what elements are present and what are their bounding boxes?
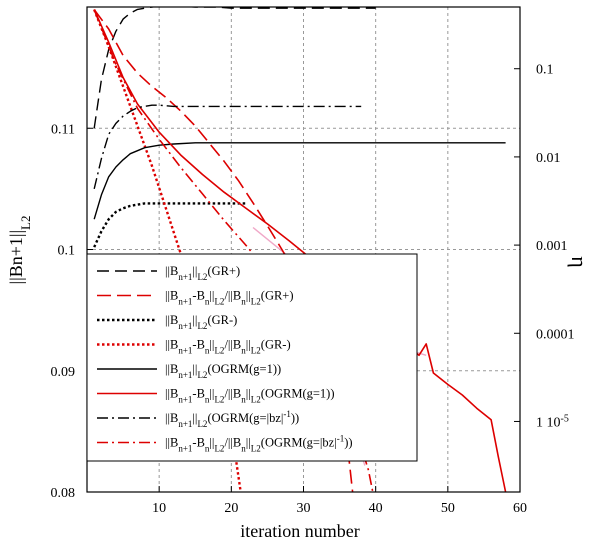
series-line-2 [93, 202, 246, 248]
x-tick-label: 10 [152, 501, 166, 516]
y-right-tick-label: 0.1 [536, 63, 554, 78]
y-right-tick-label: 0.01 [536, 151, 561, 166]
legend-entry: ||Bn+1-Bn||L2/||Bn||L2(GR+) [165, 289, 294, 307]
x-axis-label: iteration number [240, 521, 359, 541]
x-tick-label: 50 [441, 501, 455, 516]
legend-entry: ||Bn+1-Bn||L2/||Bn||L2(GR-) [165, 338, 291, 356]
y-axis-label-right: η [567, 256, 592, 268]
x-tick-label: 60 [513, 501, 527, 516]
legend-box [86, 253, 418, 462]
y-left-tick-label: 0.1 [58, 244, 76, 259]
axis-ticks: 10 20 30 40 50 60 0.08 0.09 0.1 0.11 0.1 0.01 0.001 0… [51, 63, 575, 516]
legend: ||Bn+1||L2(GR+) ||Bn+1-Bn||L2/||Bn||L2(GR… [86, 253, 418, 462]
x-tick-label: 30 [297, 501, 311, 516]
x-tick-label: 20 [224, 501, 238, 516]
y-right-tick-label: 1 10-5 [536, 413, 569, 431]
y-axis-label-left: ||Bn+1||L2 [6, 215, 33, 284]
legend-entry: ||Bn+1||L2(OGRM(g=1)) [165, 362, 281, 380]
series-line-6 [93, 104, 362, 190]
legend-entry: ||Bn+1||L2(GR+) [165, 264, 240, 282]
y-left-tick-label: 0.09 [51, 365, 76, 380]
series-line-1 [93, 9, 354, 492]
series-line-4 [93, 142, 506, 220]
legend-entry: ||Bn+1-Bn||L2/||Bn||L2(OGRM(g=|bz|-1)) [165, 434, 353, 454]
series-line-0 [93, 7, 376, 129]
y-right-tick-label: 0.0001 [536, 327, 575, 342]
legend-entry: ||Bn+1||L2(OGRM(g=|bz|-1)) [165, 409, 299, 429]
y-left-tick-label: 0.08 [51, 486, 76, 501]
y-right-tick-label: 0.001 [536, 239, 568, 254]
legend-entry: ||Bn+1-Bn||L2/||Bn||L2(OGRM(g=1)) [165, 387, 335, 405]
legend-entry: ||Bn+1||L2(GR-) [165, 313, 237, 331]
y-left-tick-label: 0.11 [51, 122, 75, 137]
x-tick-label: 40 [369, 501, 383, 516]
